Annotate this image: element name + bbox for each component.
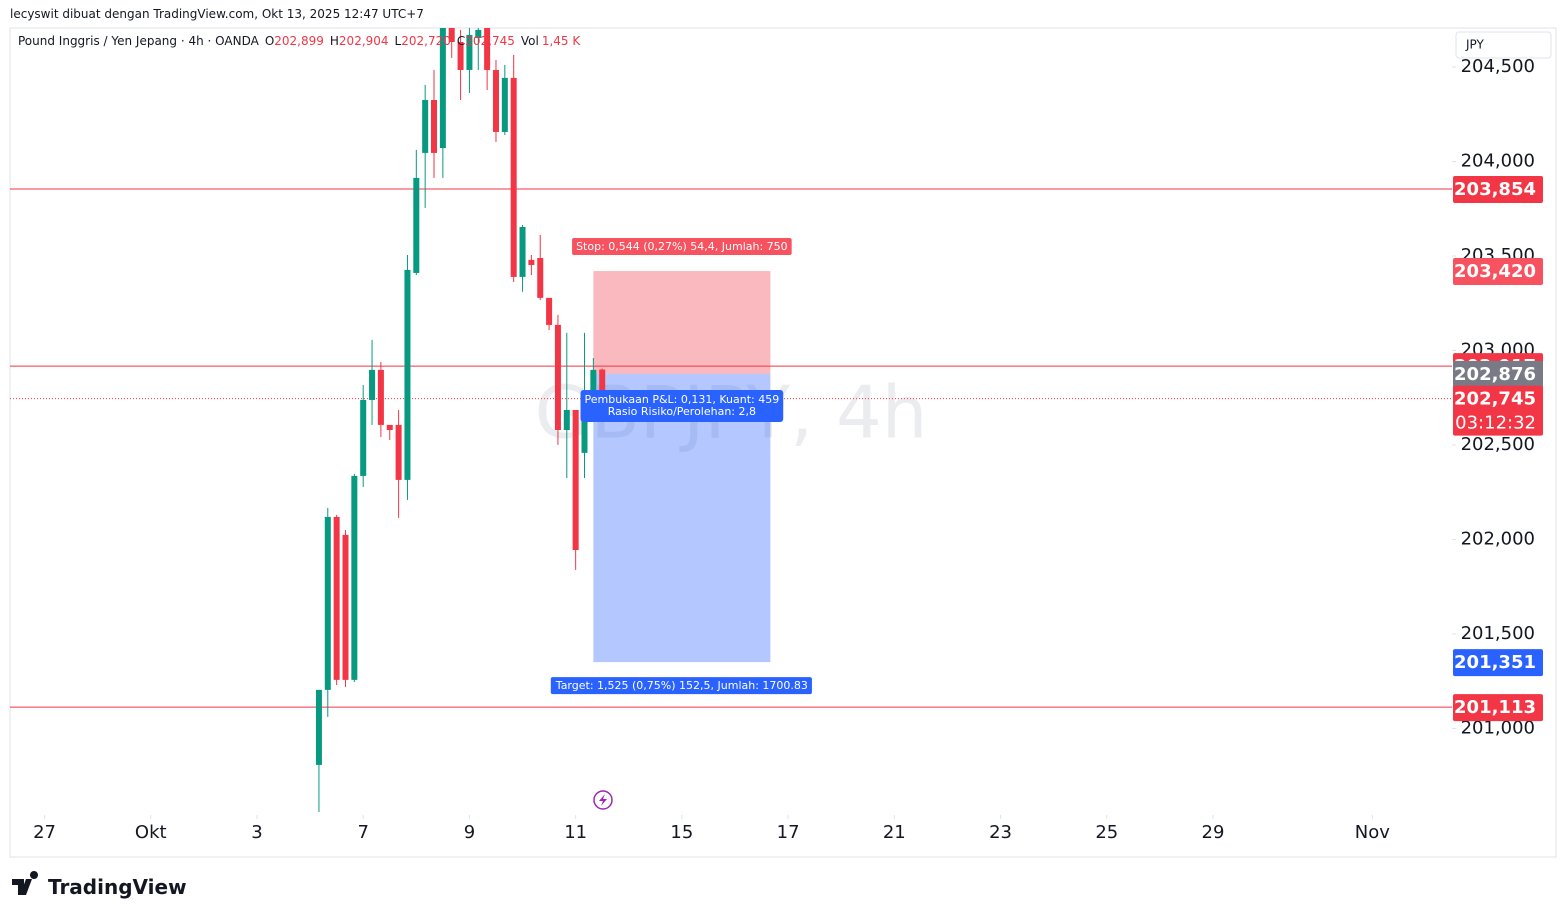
price-label: 202,745 [1454, 389, 1536, 410]
header: lecyswit dibuat dengan TradingView.com, … [10, 7, 424, 21]
overlay: 201,000201,500202,000202,500203,000203,5… [33, 56, 1543, 843]
candle-body [324, 516, 331, 690]
pnl-label: Pembukaan P&L: 0,131, Kuant: 459 [585, 393, 780, 406]
candle-body [431, 100, 438, 153]
price-label-bg [1453, 258, 1543, 286]
candle-body [342, 534, 349, 680]
price-label-bg [1453, 694, 1543, 722]
target-label-bg [550, 677, 812, 695]
x-tick-label: 29 [1202, 822, 1225, 843]
rr-label: Rasio Risiko/Perolehan: 2,8 [608, 405, 756, 418]
stop-zone [593, 271, 771, 374]
y-tick-label: 202,500 [1461, 434, 1535, 455]
x-tick-label: 11 [564, 822, 587, 843]
x-tick-label: 7 [357, 822, 368, 843]
price-label: 203,854 [1454, 179, 1536, 200]
legend: Pound Inggris / Yen Jepang · 4h · OANDA O… [18, 34, 586, 48]
y-tick-label: 201,000 [1461, 717, 1535, 738]
volume-key: Vol [520, 34, 539, 48]
ohlc-key: H [329, 34, 339, 48]
candle-body [448, 28, 455, 42]
x-tick-label: 23 [989, 822, 1012, 843]
ohlc-value: 202,904 [338, 34, 389, 48]
candle-body [377, 369, 384, 425]
countdown: 03:12:32 [1455, 413, 1536, 434]
candle-body [492, 69, 499, 132]
x-tick-label: 21 [883, 822, 906, 843]
candle-body [599, 369, 606, 399]
y-tick-label: 202,000 [1461, 528, 1535, 549]
ohlc-key: L [394, 34, 402, 48]
candle-body [563, 409, 570, 431]
candle-body [572, 409, 579, 551]
candle-body [554, 324, 561, 431]
candle-body [475, 29, 482, 39]
currency: JPY [1465, 38, 1485, 52]
logo-mark [12, 871, 39, 895]
y-tick-label: 204,000 [1461, 150, 1535, 171]
candle-body [404, 269, 411, 480]
x-tick-label: 27 [33, 822, 56, 843]
candle-body [360, 399, 367, 476]
candle-body [581, 392, 588, 453]
volume-value: 1,45 K [541, 34, 581, 48]
candle-body [546, 297, 553, 325]
x-tick-label: 17 [777, 822, 800, 843]
stop-label: Stop: 0,544 (0,27%) 54,4, Jumlah: 750 [576, 240, 788, 253]
price-label-bg [1453, 385, 1543, 436]
candle-body [590, 369, 597, 393]
candle-body [501, 77, 508, 132]
candle-body [528, 259, 535, 266]
candle-body [510, 77, 517, 277]
price-label: 201,113 [1454, 697, 1536, 718]
x-tick-label: 3 [251, 822, 262, 843]
pnl-box [580, 390, 784, 422]
ohlc-value: 202,720 [401, 34, 451, 48]
currency-box[interactable] [1455, 31, 1552, 59]
price-label-bg [1453, 649, 1543, 677]
candle-body [537, 258, 544, 298]
y-tick-label: 201,500 [1461, 623, 1535, 644]
price-label-bg [1453, 176, 1543, 204]
x-tick-label: 15 [670, 822, 693, 843]
x-tick-label: Okt [135, 822, 167, 843]
x-tick-label: 25 [1095, 822, 1118, 843]
event-icon-bolt [599, 794, 607, 806]
event-icon[interactable] [593, 790, 613, 810]
candle-body [457, 41, 464, 70]
candle-body [333, 516, 340, 680]
price-label-bg [1453, 360, 1543, 388]
candle-body [413, 177, 420, 273]
stop-label-bg [572, 238, 792, 256]
candle-body [386, 424, 393, 431]
target-label: Target: 1,525 (0,75%) 152,5, Jumlah: 170… [555, 679, 808, 692]
ohlc-value: 202,745 [465, 34, 515, 48]
candle-body [369, 369, 376, 400]
x-tick-label: 9 [464, 822, 475, 843]
candle-body [395, 424, 402, 480]
footer-brand: TradingView [48, 875, 187, 899]
candle-body [422, 100, 429, 153]
symbol: Pound Inggris / Yen Jepang · 4h · OANDA [18, 34, 259, 48]
candle-body [519, 227, 526, 277]
ohlc-value: 202,899 [274, 34, 324, 48]
candle-body [439, 28, 446, 149]
y-tick-label: 204,500 [1461, 56, 1535, 77]
price-label: 201,351 [1454, 652, 1536, 673]
candle-body [315, 689, 322, 765]
ohlc-key: C [456, 34, 466, 48]
candle-body [351, 475, 358, 680]
candle-body [466, 34, 473, 70]
price-label: 203,420 [1454, 261, 1536, 282]
chart-frame [9, 27, 1557, 858]
price-label: 202,876 [1454, 364, 1536, 385]
x-tick-label: Nov [1355, 822, 1390, 843]
candle-body [484, 28, 491, 70]
ohlc-key: O [264, 34, 275, 48]
